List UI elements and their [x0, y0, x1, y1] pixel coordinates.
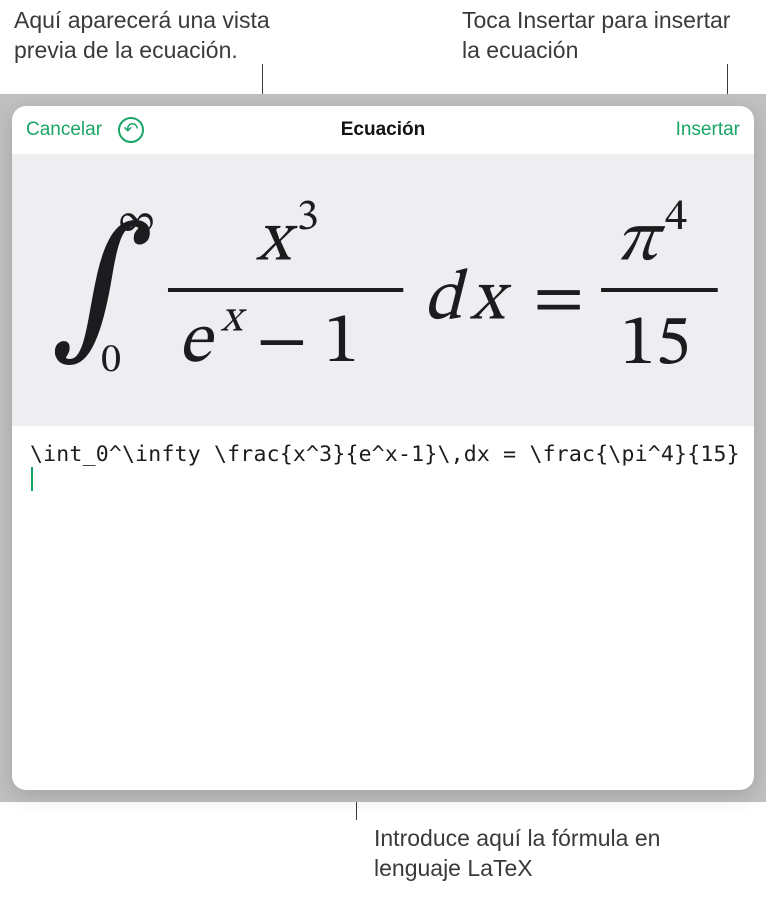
callout-latex: Introduce aquí la fórmula en lenguaje La… [374, 824, 694, 884]
frac2-num-exp: 4 [665, 195, 687, 240]
integral-upper: ∞ [117, 200, 156, 241]
text-cursor [31, 467, 33, 491]
equation-sheet: Cancelar Ecuación Insertar ∫ ∞ 0 x 3 [12, 106, 754, 790]
equation-rendered: ∫ ∞ 0 x 3 e x − 1 dx = [28, 162, 738, 418]
frac2-num-base: π [616, 206, 665, 277]
equation-preview: ∫ ∞ 0 x 3 e x − 1 dx = [12, 154, 754, 426]
integral-lower: 0 [101, 340, 121, 381]
latex-source-text: \int_0^\infty \frac{x^3}{e^x-1}\,dx = \f… [30, 442, 740, 467]
frac1-num-exp: 3 [297, 195, 319, 240]
callout-preview: Aquí aparecerá una vista previa de la ec… [14, 6, 314, 66]
header-left: Cancelar [26, 117, 144, 143]
frac1-den-base: e [178, 307, 215, 378]
differential: dx [424, 264, 513, 335]
sheet-header: Cancelar Ecuación Insertar [12, 106, 754, 154]
cancel-button[interactable]: Cancelar [26, 119, 102, 141]
undo-icon[interactable] [118, 117, 144, 143]
equals-symbol: = [533, 264, 584, 335]
frac2-den: 15 [620, 309, 690, 380]
frac1-den-exp: x [220, 297, 248, 342]
frac1-num-base: x [255, 206, 298, 277]
callout-insert: Toca Insertar para insertar la ecuación [462, 6, 742, 66]
latex-input[interactable]: \int_0^\infty \frac{x^3}{e^x-1}\,dx = \f… [12, 426, 754, 790]
header-right: Insertar [676, 119, 740, 141]
insert-button[interactable]: Insertar [676, 119, 740, 140]
fraction-rhs: π 4 15 [601, 195, 718, 380]
sheet-backdrop: Cancelar Ecuación Insertar ∫ ∞ 0 x 3 [0, 94, 766, 802]
frac1-den-tail: − 1 [256, 307, 359, 378]
fraction-lhs: x 3 e x − 1 [168, 195, 403, 378]
